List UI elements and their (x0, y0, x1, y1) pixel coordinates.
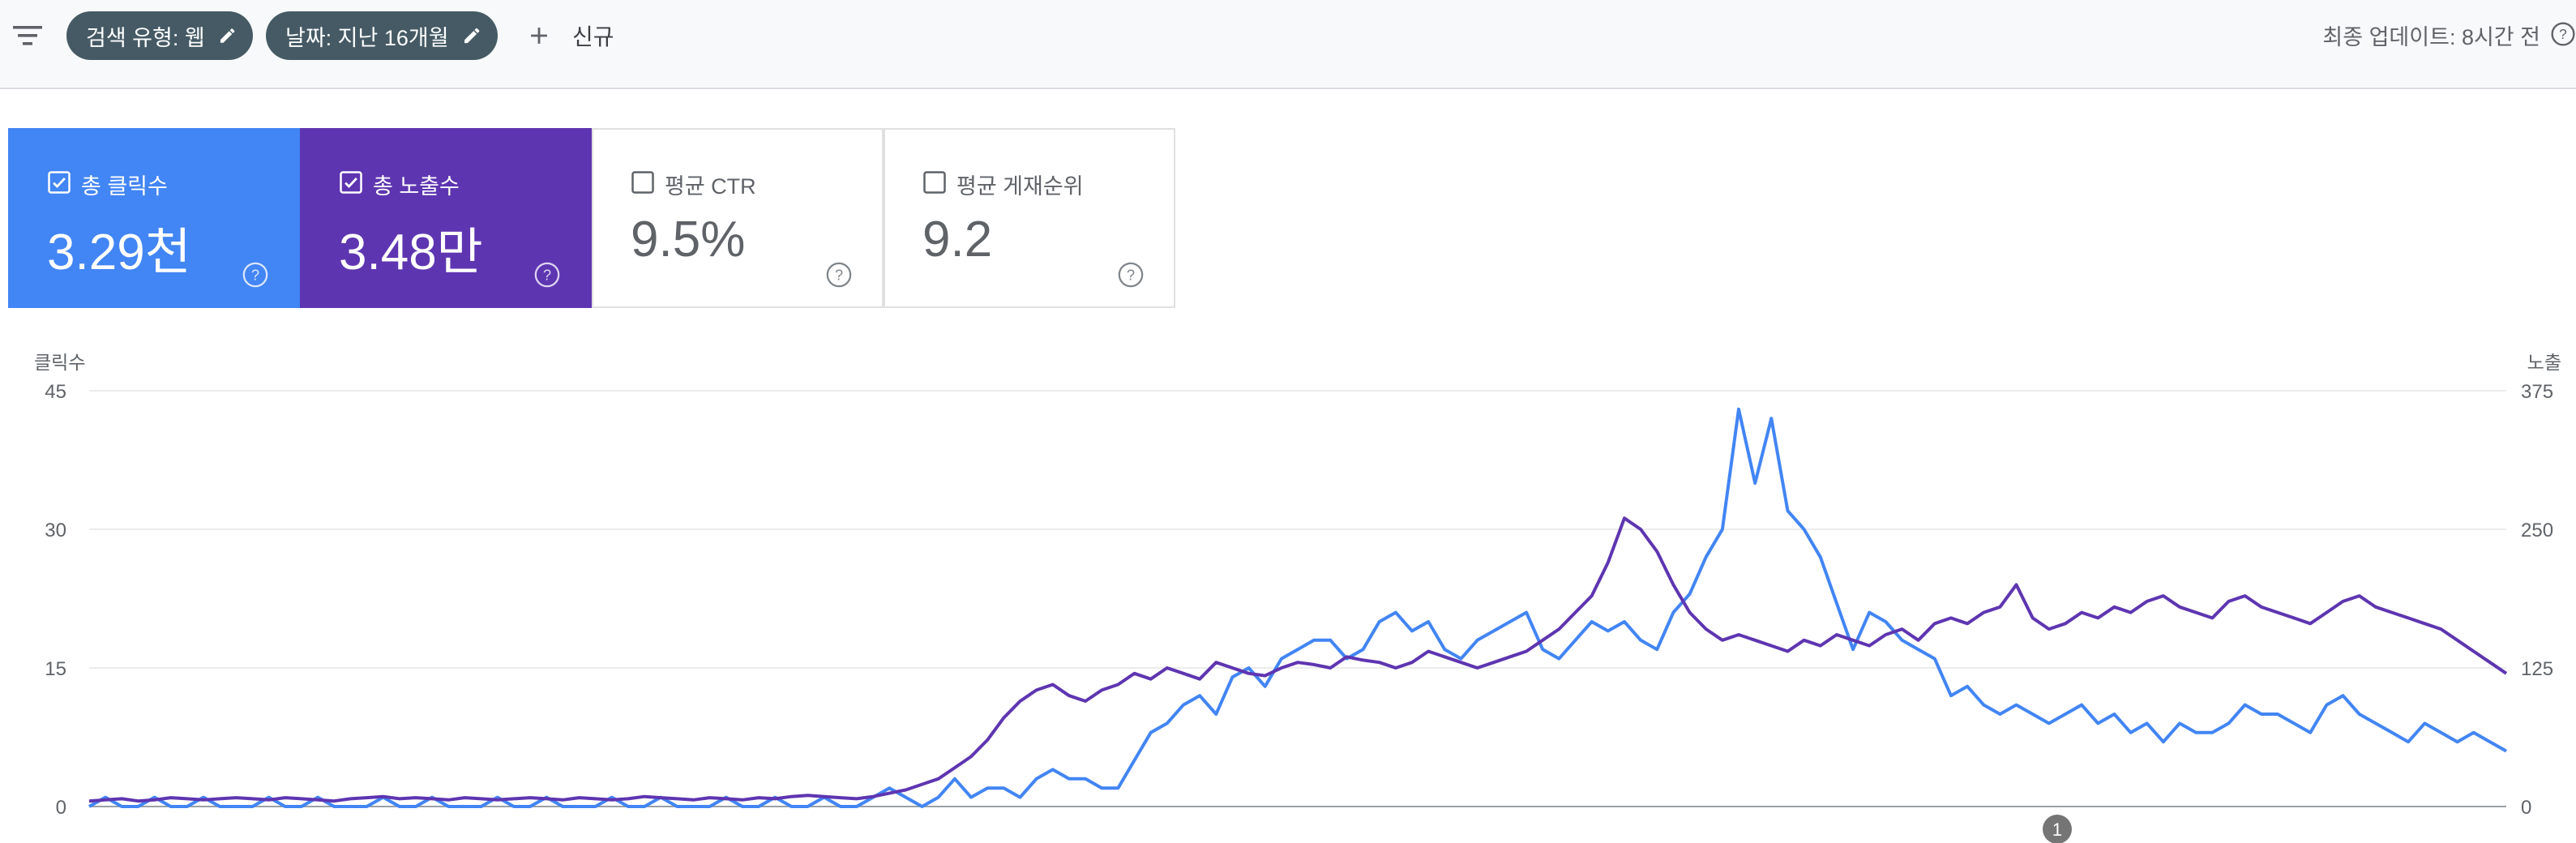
checkbox-checked-icon[interactable] (339, 170, 363, 195)
clicks-series-line (88, 407, 2507, 808)
help-icon[interactable]: ? (1117, 261, 1145, 289)
svg-text:?: ? (2559, 26, 2567, 42)
annotation-marker (2043, 815, 2072, 843)
metric-title: 총 노출수 (373, 174, 460, 199)
chart-canvas[interactable]: 0 0 15 125 30 250 45 375 1 (0, 340, 2576, 843)
metric-title: 평균 게재순위 (956, 174, 1084, 199)
metric-card-average-position[interactable]: 평균 게재순위 9.2 ? (884, 128, 1175, 308)
left-tick-label: 15 (45, 658, 66, 680)
help-icon[interactable]: ? (242, 261, 269, 289)
chip-label: 날짜: 지난 16개월 (285, 25, 449, 50)
metric-title: 평균 CTR (665, 174, 756, 199)
metric-value: 3.48만 (339, 225, 483, 280)
annotation-marker-label: 1 (2052, 819, 2062, 840)
chip-label: 검색 유형: 웹 (86, 25, 205, 50)
metric-card-average-ctr[interactable]: 평균 CTR 9.5% ? (592, 128, 884, 308)
right-tick-label: 250 (2521, 520, 2553, 541)
filter-list-icon[interactable] (11, 23, 44, 49)
left-tick-label: 30 (45, 520, 66, 541)
left-tick-label: 45 (45, 381, 66, 403)
metric-value: 9.2 (922, 212, 993, 267)
svg-text:?: ? (1127, 266, 1135, 283)
edit-pencil-icon[interactable] (462, 24, 481, 47)
help-icon[interactable]: ? (825, 261, 853, 289)
checkbox-checked-icon[interactable] (47, 170, 71, 195)
edit-pencil-icon[interactable] (218, 24, 237, 47)
help-icon[interactable]: ? (2550, 21, 2576, 47)
add-filter-label: 신규 (572, 24, 614, 49)
filter-chip-search-type[interactable]: 검색 유형: 웹 (66, 11, 253, 60)
svg-text:?: ? (835, 266, 843, 283)
right-tick-label: 125 (2521, 658, 2553, 680)
right-axis-title: 노출 (2527, 352, 2561, 373)
checkbox-unchecked-icon[interactable] (922, 170, 947, 195)
svg-text:?: ? (251, 266, 259, 283)
right-tick-label: 375 (2521, 381, 2553, 403)
left-axis-title: 클릭수 (34, 352, 86, 373)
metric-title: 총 클릭수 (81, 174, 168, 199)
metric-card-total-clicks[interactable]: 총 클릭수 3.29천 ? (8, 128, 300, 308)
filter-chip-date[interactable]: 날짜: 지난 16개월 (266, 11, 498, 60)
svg-text:?: ? (543, 266, 551, 283)
metric-value: 9.5% (631, 212, 746, 267)
metric-value: 3.29천 (47, 225, 191, 280)
checkbox-unchecked-icon[interactable] (631, 170, 655, 195)
right-tick-label: 0 (2521, 797, 2531, 819)
left-tick-label: 0 (56, 797, 66, 819)
last-updated-text: 최종 업데이트: 8시간 전 (2322, 25, 2540, 49)
top-toolbar: 검색 유형: 웹 날짜: 지난 16개월 신규 최종 업데이트: 8시간 전 ? (0, 0, 2576, 89)
plus-icon (531, 28, 547, 44)
add-filter-button[interactable]: 신규 (525, 15, 614, 57)
performance-chart: 클릭수 노출 0 0 15 125 30 250 45 375 1 (0, 340, 2576, 843)
metric-card-total-impressions[interactable]: 총 노출수 3.48만 ? (300, 128, 592, 308)
impressions-series-line (88, 516, 2508, 803)
help-icon[interactable]: ? (533, 261, 561, 289)
